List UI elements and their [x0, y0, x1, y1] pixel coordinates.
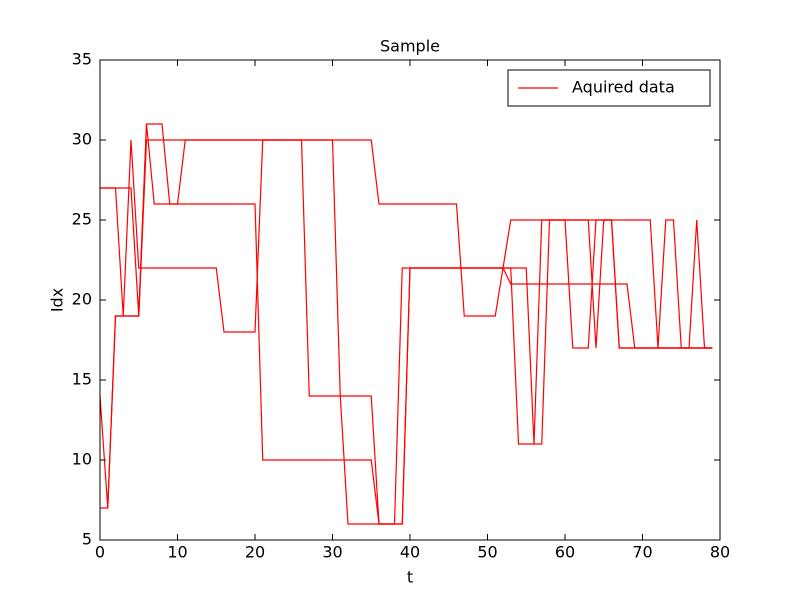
- y-tick-label: 35: [72, 50, 92, 69]
- x-tick-label: 80: [710, 543, 730, 562]
- y-tick-label: 20: [72, 290, 92, 309]
- y-tick-label: 25: [72, 210, 92, 229]
- x-tick-label: 10: [167, 543, 187, 562]
- x-tick-label: 20: [245, 543, 265, 562]
- data-line: [100, 139, 713, 525]
- plot-frame: [99, 59, 721, 541]
- x-tick-label: 60: [555, 543, 575, 562]
- x-tick-label: 50: [477, 543, 497, 562]
- y-tick-label: 15: [72, 370, 92, 389]
- chart-title: Sample: [380, 37, 440, 56]
- y-axis-label: Idx: [48, 288, 67, 312]
- x-axis-label: t: [407, 568, 413, 587]
- x-tick-label: 70: [632, 543, 652, 562]
- y-tick-label: 5: [82, 530, 92, 549]
- y-tick-label: 30: [72, 130, 92, 149]
- x-tick-label: 30: [322, 543, 342, 562]
- legend-label: Aquired data: [572, 78, 675, 97]
- y-tick-label: 10: [72, 450, 92, 469]
- x-tick-label: 0: [95, 543, 105, 562]
- x-tick-label: 40: [400, 543, 420, 562]
